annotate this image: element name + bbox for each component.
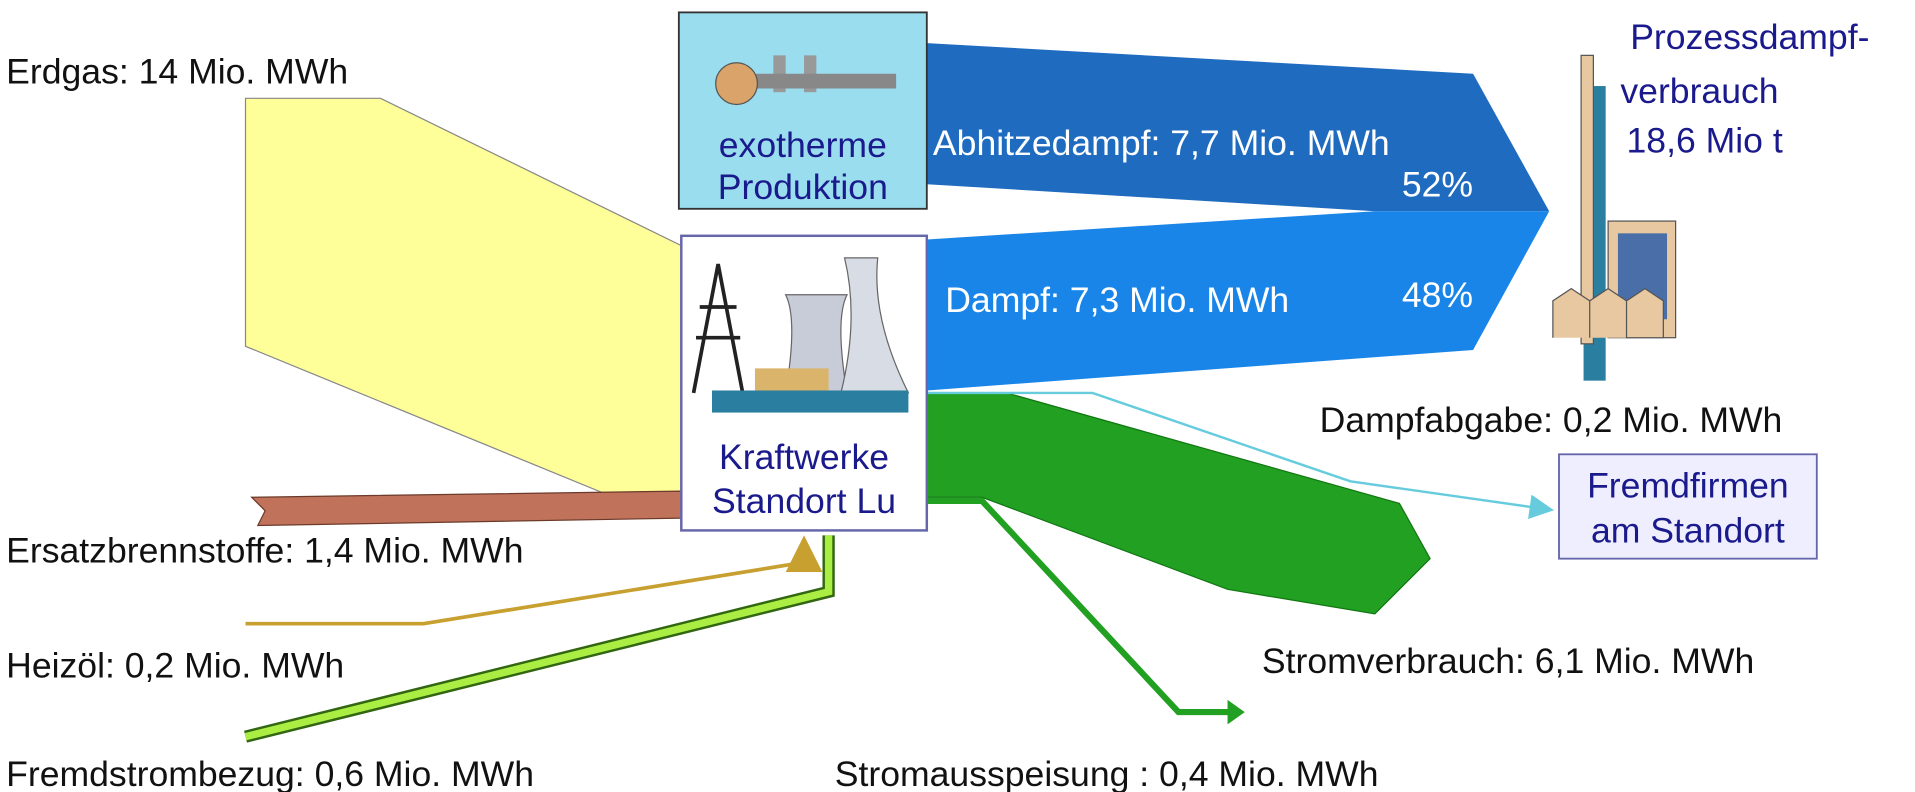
flow-label: Dampf: 7,3 Mio. MWh	[945, 280, 1289, 320]
third-parties-label: Fremdfirmen	[1587, 465, 1789, 505]
flow-label: Abhitzedampf: 7,7 Mio. MWh	[933, 123, 1390, 163]
page: exotherme Produktion Kraftwerke Standort…	[0, 0, 1915, 792]
plant-label: Standort Lu	[712, 481, 896, 521]
energy-flow-diagram: exotherme Produktion Kraftwerke Standort…	[0, 0, 1915, 792]
production-label: exotherme	[719, 125, 887, 165]
source-label: Heizöl: 0,2 Mio. MWh	[6, 646, 344, 686]
power-export-arrow	[1228, 700, 1245, 725]
flow-label: Stromausspeisung : 0,4 Mio. MWh	[835, 754, 1379, 792]
source-label: Ersatzbrennstoffe: 1,4 Mio. MWh	[6, 530, 523, 570]
flow-share: 52%	[1402, 165, 1473, 205]
plant-label: Kraftwerke	[719, 437, 889, 477]
consumer-label: 18,6 Mio t	[1627, 120, 1783, 160]
third-parties-label: am Standort	[1591, 511, 1785, 551]
gas-flow	[246, 98, 682, 497]
production-label: Produktion	[718, 167, 888, 207]
source-label: Fremdstrombezug: 0,6 Mio. MWh	[6, 754, 534, 792]
substitute-fuel-flow	[252, 491, 682, 525]
flow-label: Dampfabgabe: 0,2 Mio. MWh	[1320, 400, 1783, 440]
flow-label: Stromverbrauch: 6,1 Mio. MWh	[1262, 641, 1754, 681]
consumer-label: Prozessdampf-	[1630, 17, 1869, 57]
consumer-label: verbrauch	[1620, 71, 1778, 111]
source-label: Erdgas: 14 Mio. MWh	[6, 52, 348, 92]
flow-share: 48%	[1402, 275, 1473, 315]
